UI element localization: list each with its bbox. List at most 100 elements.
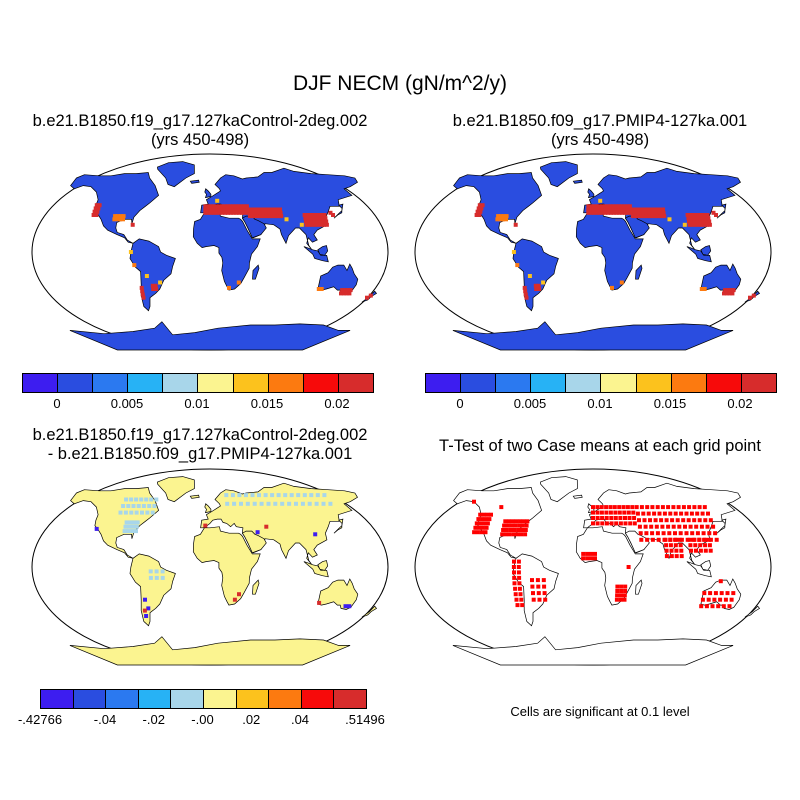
significant-cell bbox=[617, 505, 622, 510]
map-difference bbox=[31, 468, 389, 666]
high-necm-cell bbox=[586, 210, 591, 215]
panel-2-case-name: b.e21.B1850.f09_g17.PMIP4-127ka.001 bbox=[452, 112, 748, 130]
continent-japan bbox=[716, 203, 727, 219]
significant-cell bbox=[646, 511, 651, 516]
negative-diff-cell bbox=[129, 497, 134, 502]
significant-cell bbox=[479, 530, 484, 535]
negative-diff-cell bbox=[276, 493, 281, 498]
negative-diff-cell bbox=[280, 501, 285, 506]
high-necm-cell bbox=[92, 209, 97, 214]
high-necm-cell bbox=[217, 207, 222, 212]
significant-cell bbox=[518, 592, 523, 597]
colorbar-box bbox=[93, 374, 129, 392]
negative-diff-cell bbox=[124, 497, 129, 502]
continent-nz bbox=[361, 605, 378, 618]
high-necm-cell bbox=[278, 210, 283, 215]
high-necm-cell bbox=[150, 283, 155, 288]
high-necm-cell bbox=[206, 204, 211, 209]
significant-cell bbox=[513, 592, 518, 597]
negative-diff-cell bbox=[126, 504, 131, 508]
high-necm-cell bbox=[633, 214, 638, 219]
high-necm-cell bbox=[591, 207, 596, 212]
significant-cell bbox=[608, 505, 613, 510]
high-necm-cell bbox=[130, 222, 135, 227]
significant-cell bbox=[604, 521, 609, 526]
high-necm-cell bbox=[203, 207, 208, 212]
low-necm-cell bbox=[667, 217, 672, 222]
high-necm-cell bbox=[611, 210, 616, 215]
negative-diff-cell bbox=[134, 510, 139, 515]
significant-cell bbox=[664, 518, 669, 523]
high-necm-cell bbox=[225, 204, 230, 209]
low-necm-cell bbox=[682, 222, 687, 227]
high-necm-cell bbox=[214, 204, 219, 209]
positive-diff-cell bbox=[317, 600, 322, 605]
high-necm-cell bbox=[748, 295, 752, 300]
colorbar-mean-left bbox=[22, 373, 374, 393]
negative-diff-cell bbox=[140, 510, 144, 515]
colorbar-tick-label: .51496 bbox=[345, 712, 385, 727]
high-necm-cell bbox=[328, 210, 333, 215]
significant-cell bbox=[634, 505, 639, 510]
high-necm-cell bbox=[343, 288, 347, 293]
high-necm-cell bbox=[279, 214, 284, 219]
significant-cell bbox=[664, 543, 669, 548]
high-necm-cell bbox=[211, 204, 216, 209]
colorbar-box bbox=[106, 690, 139, 708]
high-necm-cell bbox=[269, 207, 274, 212]
significant-cell bbox=[637, 518, 641, 523]
colorbar-box bbox=[671, 374, 707, 392]
negative-diff-cell bbox=[148, 569, 153, 574]
high-necm-cell bbox=[600, 207, 605, 212]
high-necm-cell bbox=[319, 222, 324, 227]
significant-cell bbox=[507, 532, 512, 537]
high-necm-cell bbox=[317, 216, 322, 221]
high-necm-cell bbox=[139, 285, 144, 290]
significant-cell bbox=[585, 556, 590, 561]
map-pmip4-mean bbox=[414, 153, 772, 351]
high-necm-cell bbox=[630, 214, 635, 219]
negative-diff-cell bbox=[131, 504, 136, 508]
significant-cell bbox=[662, 511, 667, 516]
significant-cell bbox=[704, 604, 709, 609]
continent-madagascar bbox=[252, 264, 260, 280]
high-necm-cell bbox=[656, 214, 661, 219]
high-necm-cell bbox=[319, 213, 324, 217]
colorbar-tick-label: 0 bbox=[456, 396, 464, 411]
significant-cell bbox=[702, 591, 707, 596]
colorbar-tick-label: 0.01 bbox=[184, 396, 210, 411]
significant-cell bbox=[683, 524, 687, 529]
mid-necm-cell bbox=[495, 217, 500, 222]
significant-cell bbox=[706, 537, 711, 542]
significant-cell bbox=[654, 524, 659, 529]
high-necm-cell bbox=[692, 219, 697, 224]
significant-cell bbox=[512, 581, 517, 586]
high-necm-cell bbox=[307, 222, 312, 227]
high-necm-cell bbox=[264, 214, 269, 219]
significant-cell bbox=[604, 516, 609, 520]
significant-cell bbox=[485, 521, 490, 526]
significant-cell bbox=[542, 591, 547, 596]
high-necm-cell bbox=[650, 210, 655, 215]
high-necm-cell bbox=[594, 204, 599, 209]
high-necm-cell bbox=[636, 210, 641, 215]
high-necm-cell bbox=[95, 209, 100, 214]
significant-cell bbox=[661, 531, 666, 536]
high-necm-cell bbox=[625, 207, 630, 212]
high-necm-cell bbox=[272, 210, 277, 215]
high-necm-cell bbox=[270, 214, 275, 219]
high-necm-cell bbox=[659, 214, 664, 219]
significant-cell bbox=[674, 554, 679, 559]
continent-antarctica bbox=[452, 636, 734, 666]
significant-cell bbox=[472, 499, 476, 504]
significant-cell bbox=[508, 528, 513, 532]
mid-necm-cell bbox=[496, 214, 501, 219]
high-necm-cell bbox=[225, 207, 230, 212]
significant-cell bbox=[485, 512, 490, 517]
high-necm-cell bbox=[141, 295, 146, 300]
high-necm-cell bbox=[242, 210, 247, 215]
colorbar-box bbox=[236, 690, 270, 708]
colorbar-tick-label: 0.02 bbox=[727, 396, 753, 411]
significant-cell bbox=[531, 597, 536, 602]
figure-title: DJF NECM (gN/m^2/y) bbox=[292, 72, 508, 95]
